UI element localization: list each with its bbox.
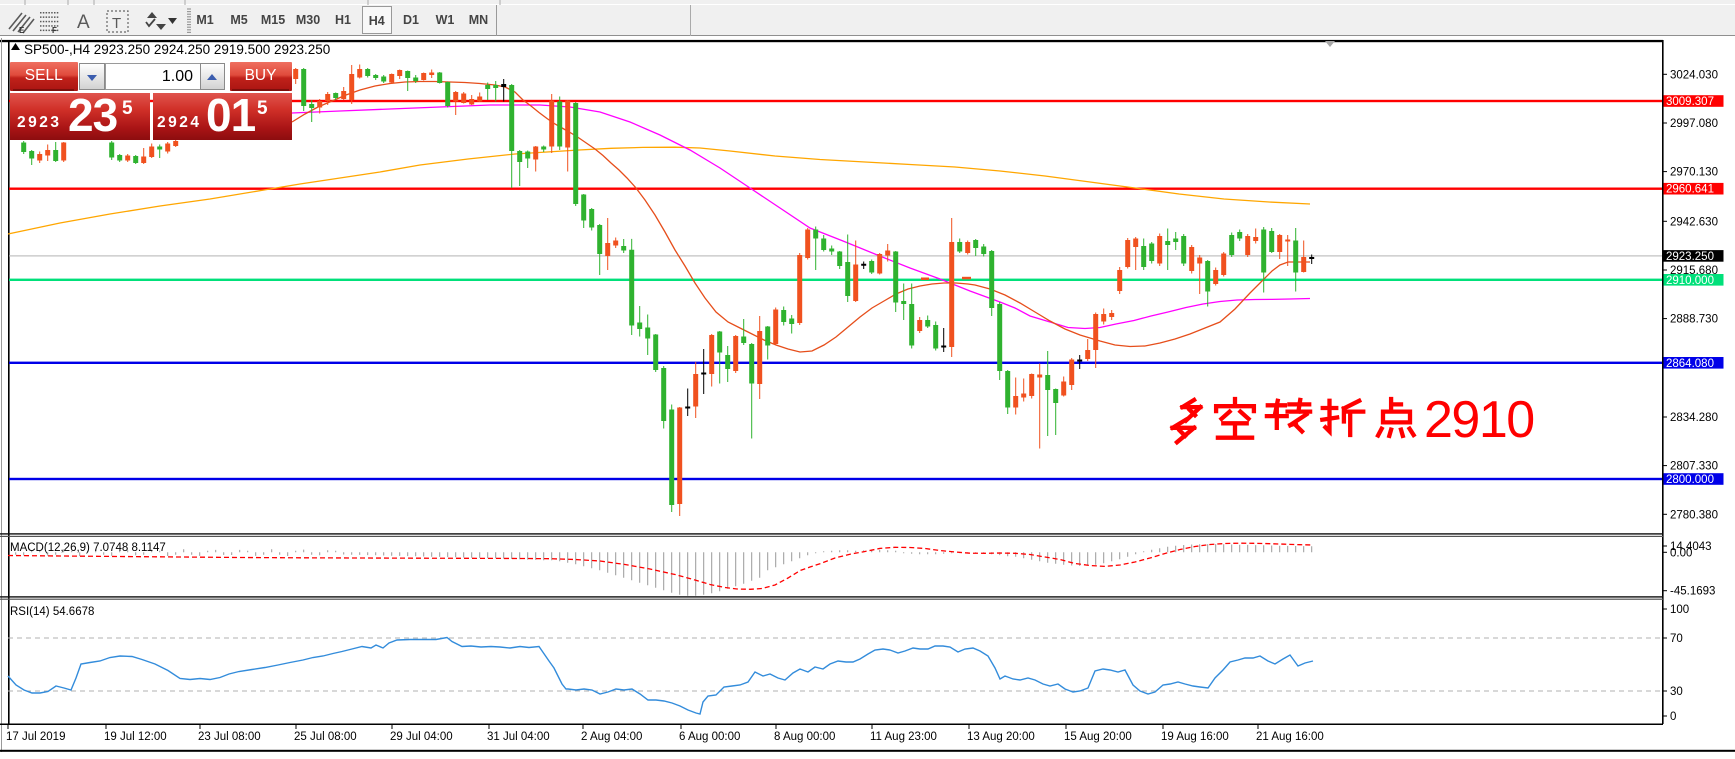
svg-text:29 Jul 04:00: 29 Jul 04:00 [390, 731, 453, 743]
svg-text:2910.000: 2910.000 [1666, 275, 1714, 287]
svg-text:2960.641: 2960.641 [1666, 184, 1714, 196]
svg-text:31 Jul 04:00: 31 Jul 04:00 [487, 731, 550, 743]
svg-text:21 Aug 16:00: 21 Aug 16:00 [1256, 731, 1324, 743]
svg-text:25 Jul 08:00: 25 Jul 08:00 [294, 731, 357, 743]
svg-text:T: T [112, 15, 121, 32]
svg-text:2997.080: 2997.080 [1670, 118, 1718, 130]
svg-text:2780.380: 2780.380 [1670, 509, 1718, 521]
svg-text:19 Jul 12:00: 19 Jul 12:00 [104, 731, 167, 743]
svg-text:14.4043: 14.4043 [1670, 541, 1712, 553]
svg-text:2864.080: 2864.080 [1666, 358, 1714, 370]
svg-text:0: 0 [1670, 711, 1676, 723]
svg-text:2910: 2910 [1424, 391, 1534, 449]
svg-text:13 Aug 20:00: 13 Aug 20:00 [967, 731, 1035, 743]
svg-text:100: 100 [1670, 604, 1689, 616]
svg-text:2942.630: 2942.630 [1670, 216, 1718, 228]
svg-text:E: E [19, 26, 25, 35]
svg-text:-45.1693: -45.1693 [1670, 586, 1715, 598]
svg-text:17 Jul 2019: 17 Jul 2019 [6, 731, 65, 743]
svg-text:70: 70 [1670, 633, 1683, 645]
svg-text:2800.000: 2800.000 [1666, 474, 1714, 486]
svg-text:11 Aug 23:00: 11 Aug 23:00 [870, 731, 937, 743]
svg-text:30: 30 [1670, 686, 1683, 698]
svg-text:19 Aug 16:00: 19 Aug 16:00 [1161, 731, 1229, 743]
svg-text:SP500-,H4 2923.250 2924.250 2: SP500-,H4 2923.250 2924.250 2919.500 292… [24, 42, 330, 57]
svg-text:6 Aug 00:00: 6 Aug 00:00 [679, 731, 740, 743]
svg-text:3024.030: 3024.030 [1670, 69, 1718, 81]
svg-text:2834.280: 2834.280 [1670, 412, 1718, 424]
svg-text:0.00: 0.00 [1670, 547, 1692, 559]
svg-text:F: F [52, 26, 57, 35]
svg-text:8 Aug 00:00: 8 Aug 00:00 [774, 731, 835, 743]
svg-text:3009.307: 3009.307 [1666, 96, 1714, 108]
svg-text:RSI(14) 54.6678: RSI(14) 54.6678 [10, 606, 94, 618]
svg-text:2888.730: 2888.730 [1670, 314, 1718, 326]
svg-text:2970.130: 2970.130 [1670, 167, 1718, 179]
svg-text:2807.330: 2807.330 [1670, 461, 1718, 473]
svg-text:2 Aug 04:00: 2 Aug 04:00 [581, 731, 642, 743]
svg-text:23 Jul 08:00: 23 Jul 08:00 [198, 731, 261, 743]
svg-text:A: A [77, 12, 90, 33]
svg-text:15 Aug 20:00: 15 Aug 20:00 [1064, 731, 1132, 743]
svg-text:2923.250: 2923.250 [1666, 251, 1714, 263]
svg-text:MACD(12,26,9) 7.0748 8.1147: MACD(12,26,9) 7.0748 8.1147 [10, 542, 166, 554]
